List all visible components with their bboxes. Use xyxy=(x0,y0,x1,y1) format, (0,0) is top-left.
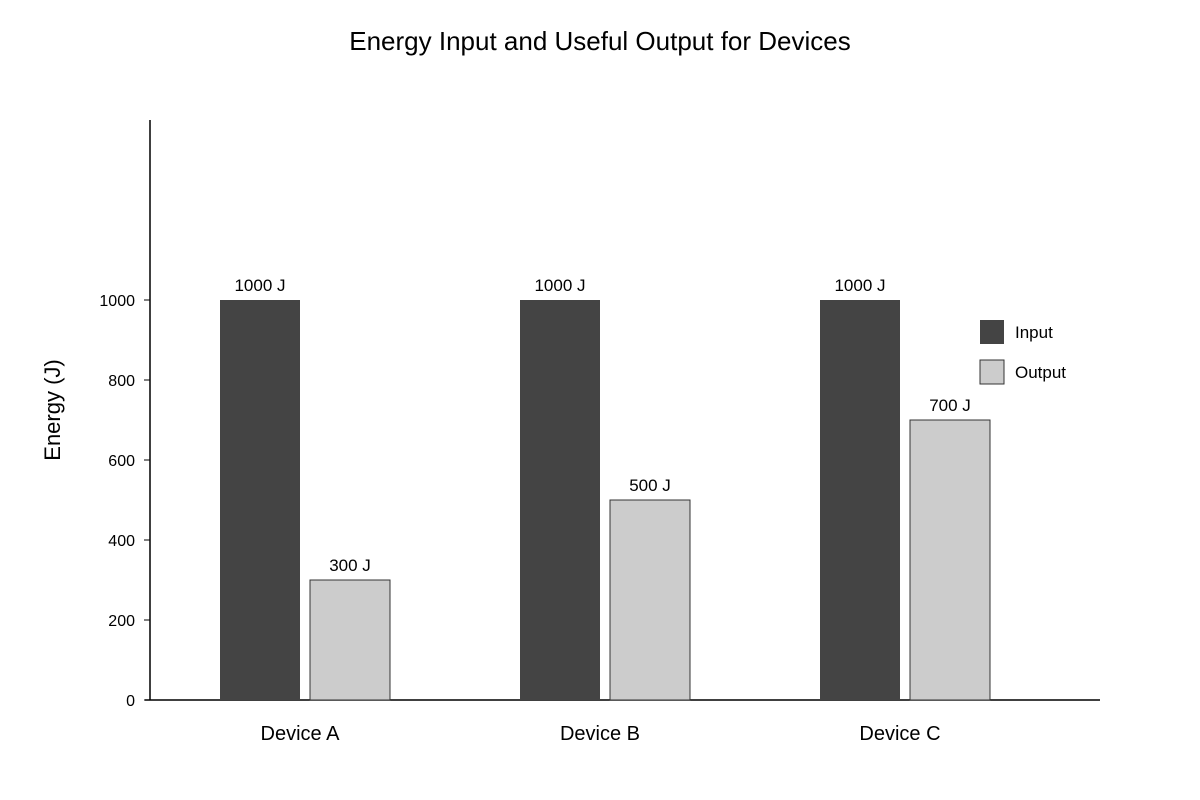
category-label: Device C xyxy=(859,723,940,745)
legend-label: Input xyxy=(1015,323,1053,342)
y-tick-label: 1000 xyxy=(99,293,135,310)
y-tick-label: 600 xyxy=(108,453,135,470)
data-label: 700 J xyxy=(929,396,971,415)
legend-swatch-output xyxy=(979,359,1005,385)
category-labels: Device A Device B Device C xyxy=(261,723,941,745)
y-tick-label: 800 xyxy=(108,373,135,390)
legend: Input Output xyxy=(979,320,1066,385)
data-label: 1000 J xyxy=(834,276,885,295)
bar-output-3 xyxy=(909,419,991,701)
legend-label: Output xyxy=(1015,363,1066,382)
bar-input-1 xyxy=(220,300,300,700)
data-label: 1000 J xyxy=(534,276,585,295)
y-ticks: 0 200 400 600 800 1000 xyxy=(99,293,150,710)
bars: 1000 J 300 J 1000 J 500 J 1000 J 700 J xyxy=(220,276,991,701)
data-label: 1000 J xyxy=(234,276,285,295)
y-axis-label: Energy (J) xyxy=(40,359,65,460)
category-label: Device A xyxy=(261,723,341,745)
data-label: 500 J xyxy=(629,476,671,495)
category-label: Device B xyxy=(560,723,640,745)
data-label: 300 J xyxy=(329,556,371,575)
bar-output-1 xyxy=(309,579,391,701)
y-tick-label: 0 xyxy=(126,693,135,710)
bar-output-2 xyxy=(609,499,691,701)
legend-swatch-input xyxy=(980,320,1004,344)
bar-input-2 xyxy=(520,300,600,700)
bar-input-3 xyxy=(820,300,900,700)
y-tick-label: 400 xyxy=(108,533,135,550)
chart-title: Energy Input and Useful Output for Devic… xyxy=(349,26,851,56)
y-tick-label: 200 xyxy=(108,613,135,630)
